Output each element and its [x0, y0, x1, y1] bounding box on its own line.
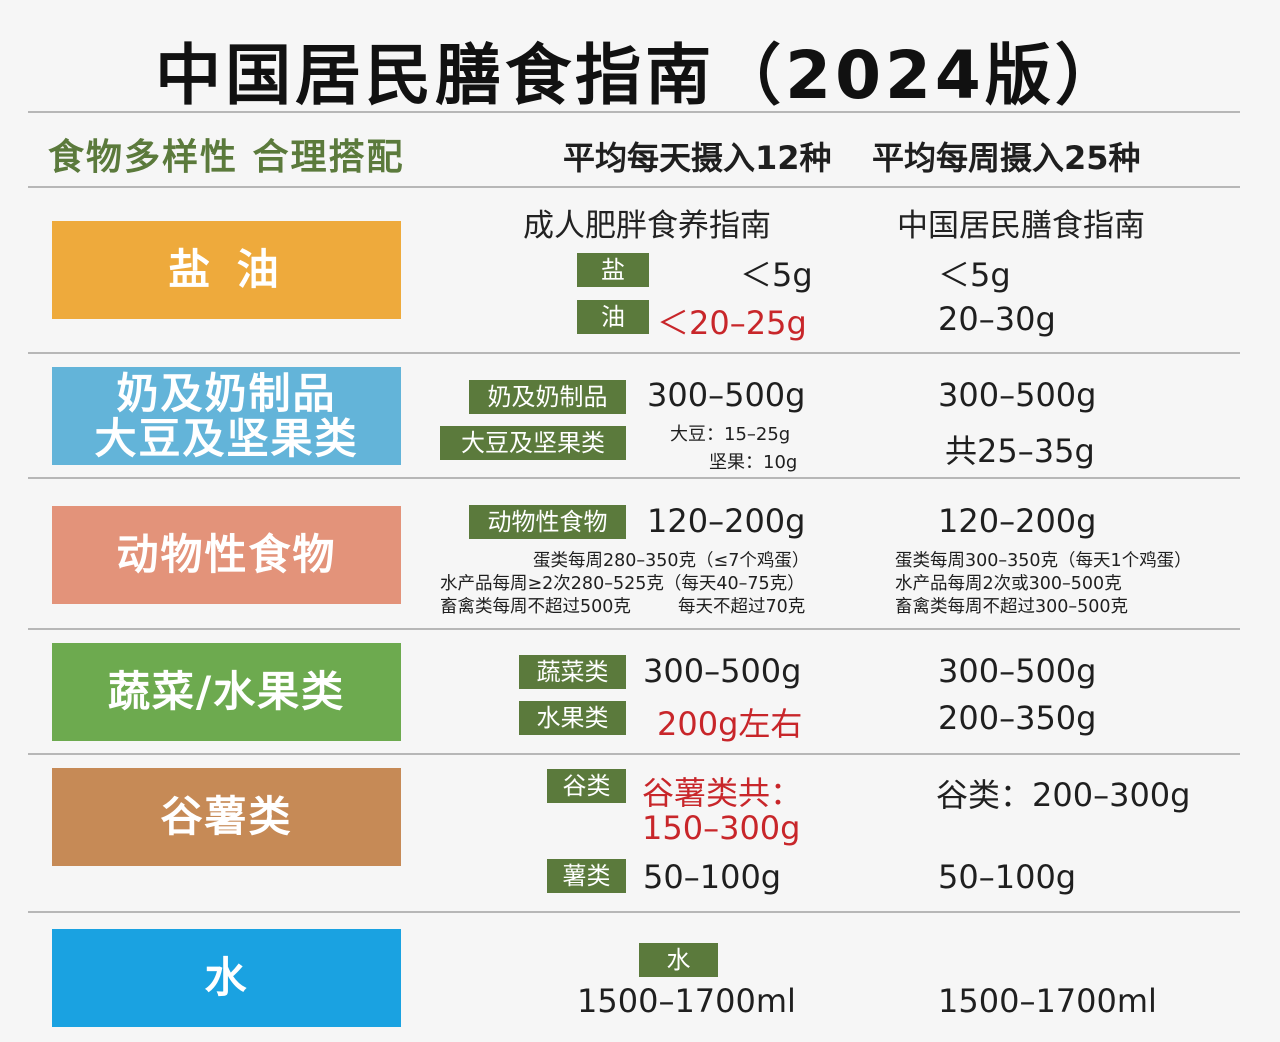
- page-title: 中国居民膳食指南（2024版）: [155, 37, 1125, 114]
- tag-water: 水: [639, 943, 718, 977]
- animal-obesity-note: 畜禽类每周不超过500克: [440, 597, 631, 617]
- divider: [28, 186, 1240, 188]
- column-header-dietary: 中国居民膳食指南: [897, 208, 1145, 244]
- animal-dietary-note: 水产品每周2次或300–500克: [895, 574, 1122, 594]
- category-grains-tubers: 谷薯类: [52, 768, 401, 866]
- divider: [28, 911, 1240, 913]
- nuts-obesity-value: 坚果：10g: [709, 452, 798, 473]
- fruit-obesity-value: 200g左右: [657, 705, 803, 743]
- veg-dietary-value: 300–500g: [938, 652, 1097, 690]
- water-obesity-value: 1500–1700ml: [577, 982, 796, 1020]
- tag-fruits: 水果类: [519, 701, 626, 735]
- animal-dietary-value: 120–200g: [938, 502, 1097, 540]
- category-salt-oil: 盐 油: [52, 221, 401, 319]
- salt-obesity-value: ＜5g: [740, 256, 813, 294]
- tag-tubers: 薯类: [547, 859, 626, 893]
- column-header-obesity: 成人肥胖食养指南: [523, 208, 771, 244]
- water-dietary-value: 1500–1700ml: [938, 982, 1157, 1020]
- tag-soy-nuts: 大豆及坚果类: [440, 426, 626, 460]
- category-label: 谷薯类: [160, 792, 293, 842]
- oil-obesity-value: ＜20–25g: [657, 304, 807, 342]
- category-water: 水: [52, 929, 401, 1027]
- tag-grains: 谷类: [547, 769, 626, 803]
- dairy-obesity-value: 300–500g: [647, 376, 806, 414]
- category-label: 水: [204, 953, 249, 1003]
- category-veg-fruit: 蔬菜/水果类: [52, 643, 401, 741]
- grains-obesity-label: 谷薯类共：: [642, 774, 803, 812]
- category-label-line1: 奶及奶制品: [116, 368, 337, 418]
- dairy-dietary-value: 300–500g: [938, 376, 1097, 414]
- tag-oil: 油: [577, 300, 649, 334]
- divider: [28, 352, 1240, 354]
- fruit-dietary-value: 200–350g: [938, 699, 1097, 737]
- animal-dietary-note: 畜禽类每周不超过300–500克: [895, 597, 1129, 617]
- divider: [28, 477, 1240, 479]
- tag-salt: 盐: [577, 253, 649, 287]
- soy-nuts-dietary-value: 共25–35g: [945, 432, 1095, 470]
- tubers-obesity-value: 50–100g: [643, 858, 782, 896]
- grains-obesity-value: 150–300g: [642, 809, 801, 847]
- veg-obesity-value: 300–500g: [643, 652, 802, 690]
- soy-obesity-value: 大豆：15–25g: [670, 424, 791, 445]
- divider: [28, 753, 1240, 755]
- animal-obesity-note: 蛋类每周280–350克（≤7个鸡蛋）: [533, 551, 810, 571]
- oil-dietary-value: 20–30g: [938, 300, 1056, 338]
- animal-dietary-note: 蛋类每周300–350克（每天1个鸡蛋）: [895, 551, 1192, 571]
- divider: [28, 628, 1240, 630]
- animal-obesity-note: 每天不超过70克: [678, 597, 806, 617]
- category-animal-food: 动物性食物: [52, 506, 401, 604]
- category-label: 盐 油: [168, 245, 285, 295]
- category-dairy-soy: 奶及奶制品 大豆及坚果类: [52, 367, 401, 465]
- subtitle-diversity: 食物多样性 合理搭配: [48, 137, 405, 178]
- grains-dietary-value: 谷类：200–300g: [936, 776, 1191, 814]
- salt-dietary-value: ＜5g: [938, 256, 1011, 294]
- tag-dairy: 奶及奶制品: [469, 380, 626, 414]
- category-label: 动物性食物: [116, 530, 337, 580]
- tubers-dietary-value: 50–100g: [938, 858, 1077, 896]
- subtitle-weekly: 平均每周摄入25种: [872, 139, 1141, 177]
- divider: [28, 111, 1240, 113]
- category-label-line2: 大豆及坚果类: [94, 414, 359, 463]
- animal-obesity-note: 水产品每周≥2次280–525克（每天40–75克）: [440, 574, 805, 594]
- category-label: 蔬菜/水果类: [107, 667, 346, 717]
- tag-vegetables: 蔬菜类: [519, 655, 626, 689]
- subtitle-daily: 平均每天摄入12种: [563, 139, 832, 177]
- tag-animal-food: 动物性食物: [469, 505, 626, 539]
- animal-obesity-value: 120–200g: [647, 502, 806, 540]
